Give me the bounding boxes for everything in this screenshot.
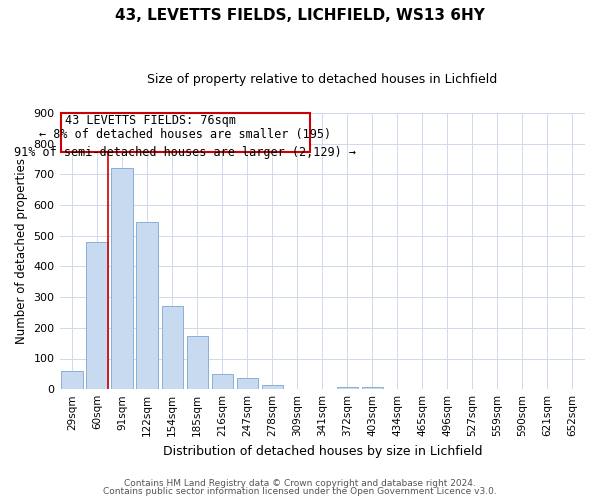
X-axis label: Distribution of detached houses by size in Lichfield: Distribution of detached houses by size …: [163, 444, 482, 458]
FancyBboxPatch shape: [61, 113, 310, 152]
Text: ← 8% of detached houses are smaller (195)
91% of semi-detached houses are larger: ← 8% of detached houses are smaller (195…: [14, 128, 356, 158]
Bar: [61, 371, 83, 389]
Bar: [362, 386, 383, 389]
Bar: [212, 374, 233, 389]
Bar: [236, 378, 258, 389]
Bar: [112, 168, 133, 389]
Text: Contains public sector information licensed under the Open Government Licence v3: Contains public sector information licen…: [103, 487, 497, 496]
Bar: [262, 384, 283, 389]
Title: Size of property relative to detached houses in Lichfield: Size of property relative to detached ho…: [147, 72, 497, 86]
Text: 43, LEVETTS FIELDS, LICHFIELD, WS13 6HY: 43, LEVETTS FIELDS, LICHFIELD, WS13 6HY: [115, 8, 485, 22]
Bar: [161, 306, 183, 389]
Bar: [136, 222, 158, 389]
Bar: [337, 387, 358, 389]
Bar: [86, 242, 108, 389]
Text: 43 LEVETTS FIELDS: 76sqm: 43 LEVETTS FIELDS: 76sqm: [65, 114, 236, 128]
Bar: [187, 336, 208, 389]
Text: Contains HM Land Registry data © Crown copyright and database right 2024.: Contains HM Land Registry data © Crown c…: [124, 480, 476, 488]
Y-axis label: Number of detached properties: Number of detached properties: [15, 158, 28, 344]
